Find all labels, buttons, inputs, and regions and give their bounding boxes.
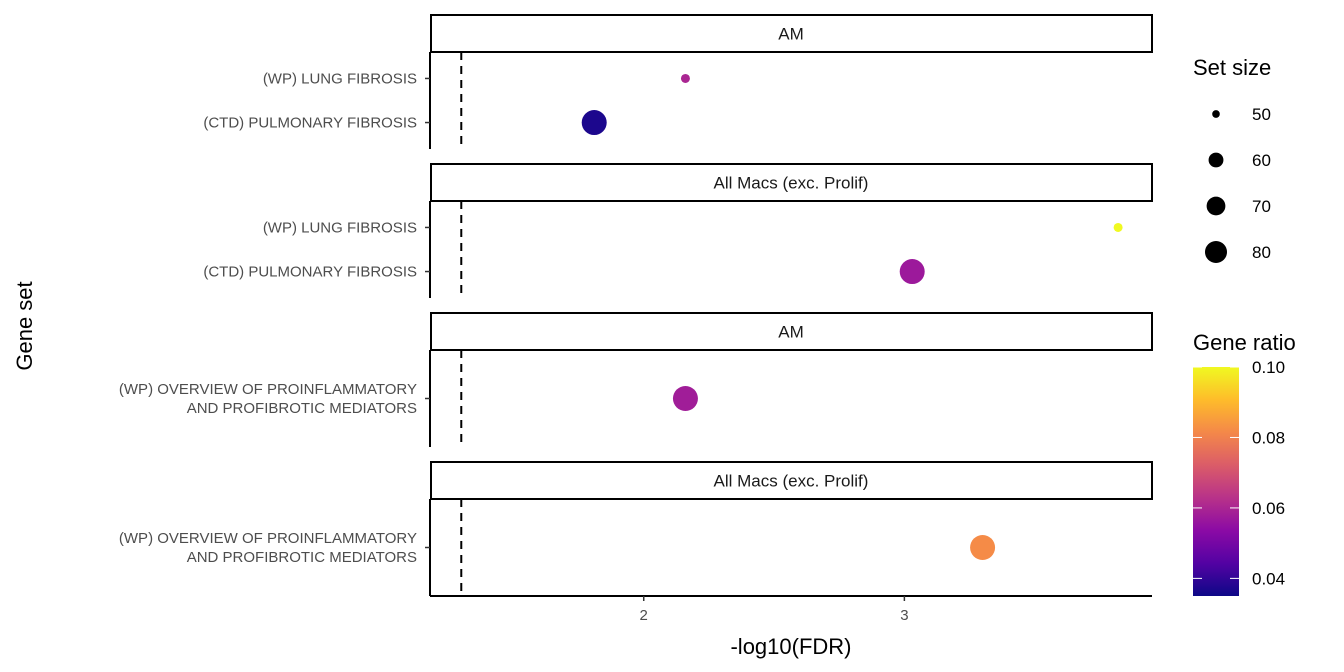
color-legend-bar [1193, 367, 1239, 596]
size-legend: Set size 50 60 70 80 [1193, 55, 1271, 263]
color-legend-label: 0.10 [1252, 358, 1285, 377]
size-legend-label: 60 [1252, 151, 1271, 170]
data-point [581, 110, 607, 136]
facet-strip-box [430, 461, 1153, 500]
facet-panel-2: All Macs (exc. Prolif) (WP) LUNG FIBROSIS… [203, 163, 1153, 298]
facet-panel-3: AM (WP) OVERVIEW OF PROINFLAMMATORY AND PR… [119, 312, 1153, 447]
size-legend-title: Set size [1193, 55, 1271, 80]
data-point [1113, 222, 1123, 232]
x-tick-label: 2 [640, 607, 648, 624]
size-legend-key [1206, 196, 1226, 216]
data-point [899, 259, 925, 285]
color-legend-label: 0.08 [1252, 428, 1285, 447]
y-tick-label: (CTD) PULMONARY FIBROSIS [203, 115, 417, 132]
size-legend-key [1212, 110, 1220, 118]
size-legend-label: 70 [1252, 197, 1271, 216]
y-tick-label: (WP) LUNG FIBROSIS [263, 70, 417, 87]
color-legend-label: 0.06 [1252, 499, 1285, 518]
y-axis-title: Gene set [12, 281, 37, 370]
facet-strip-label: AM [778, 323, 804, 342]
x-axis-title: -log10(FDR) [730, 634, 851, 659]
facet-panel-1: AM (WP) LUNG FIBROSIS (CTD) PULMONARY FIBR… [203, 14, 1153, 149]
data-point [970, 535, 996, 560]
facet-strip-label: All Macs (exc. Prolif) [714, 174, 869, 193]
size-legend-label: 50 [1252, 105, 1271, 124]
size-legend-key [1205, 241, 1227, 263]
size-legend-label: 80 [1252, 243, 1271, 262]
data-point [672, 386, 698, 411]
facet-strip-box [430, 14, 1153, 53]
y-tick-label: (WP) OVERVIEW OF PROINFLAMMATORY AND PROF… [119, 381, 417, 417]
data-point [680, 73, 690, 83]
size-legend-key [1208, 152, 1224, 168]
facet-panel-4: All Macs (exc. Prolif) (WP) OVERVIEW OF P… [119, 461, 1153, 624]
x-tick-label: 3 [900, 607, 908, 624]
y-tick-label: (CTD) PULMONARY FIBROSIS [203, 264, 417, 281]
facet-strip-label: All Macs (exc. Prolif) [714, 472, 869, 491]
facet-strip-box [430, 163, 1153, 202]
color-legend-title: Gene ratio [1193, 330, 1296, 355]
color-legend-label: 0.04 [1252, 569, 1285, 588]
facet-strip-box [430, 312, 1153, 351]
facet-strip-label: AM [778, 25, 804, 44]
y-tick-label: (WP) LUNG FIBROSIS [263, 219, 417, 236]
color-legend: Gene ratio 0.04 0.06 0.08 0.10 [1193, 330, 1296, 596]
y-tick-label: (WP) OVERVIEW OF PROINFLAMMATORY AND PROF… [119, 530, 417, 566]
